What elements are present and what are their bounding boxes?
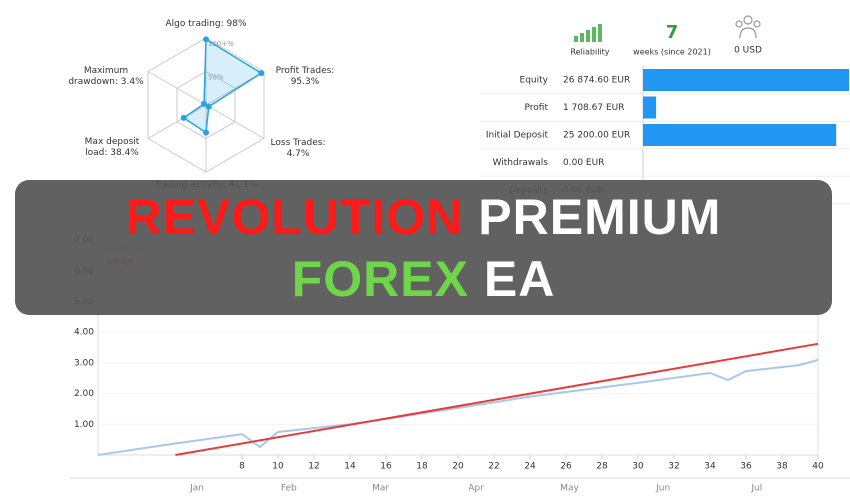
bar-label: Profit <box>525 103 549 113</box>
banner-word: EA <box>483 251 556 307</box>
radar-tick-label: 50% <box>208 74 224 82</box>
month-label: Mar <box>372 484 389 494</box>
radar-area <box>182 38 263 134</box>
radar-point <box>205 103 212 110</box>
bar-label: Withdrawals <box>493 158 549 168</box>
y-tick-label: 1.00 <box>74 420 94 430</box>
x-tick-label: 28 <box>596 462 608 472</box>
bar <box>643 124 837 146</box>
bar <box>643 96 657 119</box>
x-tick-label: 22 <box>488 462 499 472</box>
bar-label: Equity <box>520 76 549 86</box>
bar-label: Initial Deposit <box>486 131 549 141</box>
y-tick-label: 2.00 <box>74 389 94 399</box>
x-tick-label: 12 <box>308 462 319 472</box>
x-tick-label: 32 <box>668 462 679 472</box>
banner-word: FOREX <box>291 251 469 307</box>
x-tick-label: 40 <box>812 462 824 472</box>
radar-label: Algo trading: 98% <box>165 19 247 29</box>
banner-word: PREMIUM <box>478 189 722 245</box>
line-series <box>97 358 819 456</box>
x-tick-label: 30 <box>632 462 644 472</box>
bar-value-label: 0.00 EUR <box>563 158 604 168</box>
radar-spoke <box>205 104 265 139</box>
radar-spoke <box>147 71 207 106</box>
x-tick-label: 10 <box>272 462 284 472</box>
y-tick-label: 3.00 <box>74 358 94 368</box>
x-tick-label: 16 <box>380 462 392 472</box>
radar-label: Profit Trades: 95.3% <box>275 66 335 87</box>
x-tick-label: 36 <box>740 462 752 472</box>
x-tick-label: 26 <box>560 462 572 472</box>
bar-value-label: 26 874.60 EUR <box>563 76 630 86</box>
users-icon <box>735 15 761 39</box>
x-tick-label: 20 <box>452 462 464 472</box>
bar-value-label: 25 200.00 EUR <box>563 131 630 141</box>
weeks-value: 7 <box>666 22 679 43</box>
x-tick-label: 34 <box>704 462 716 472</box>
banner-word: REVOLUTION <box>125 189 464 245</box>
title-banner: REVOLUTION PREMIUM FOREX EA <box>15 180 832 315</box>
bar <box>643 69 850 91</box>
reliability-icon <box>574 24 602 42</box>
balance: 0 USD <box>734 46 762 56</box>
x-tick-label: 18 <box>416 462 428 472</box>
x-tick-label: 14 <box>344 462 356 472</box>
radar-point <box>203 36 209 43</box>
bar-value-label: 1 708.67 EUR <box>563 103 624 113</box>
month-label: Jun <box>655 484 670 494</box>
y-tick-label: 4.00 <box>74 328 94 338</box>
radar-point <box>180 114 187 121</box>
banner-line: FOREX EA <box>15 248 832 310</box>
x-tick-label: 24 <box>524 462 536 472</box>
x-tick-label: 8 <box>239 462 245 472</box>
radar-label: Max deposit load: 38.4% <box>84 137 140 158</box>
radar-label: Maximum drawdown: 3.4% <box>68 66 144 87</box>
month-label: Feb <box>281 484 297 494</box>
radar-point <box>258 70 265 77</box>
radar-label: Loss Trades: 4.7% <box>270 138 326 159</box>
weeks-label: weeks (since 2021) <box>633 48 711 57</box>
reliability-label: Reliability <box>570 48 609 57</box>
month-label: May <box>560 484 579 494</box>
radar-spoke <box>147 104 207 139</box>
month-label: Apr <box>468 484 484 494</box>
month-label: Jan <box>189 484 204 494</box>
radar-point <box>201 100 208 107</box>
radar-point <box>203 129 209 136</box>
x-tick-label: 38 <box>776 462 788 472</box>
line-series <box>175 342 819 456</box>
month-label: Jul <box>750 484 762 494</box>
banner-line: REVOLUTION PREMIUM <box>15 186 832 248</box>
radar-tick-label: 100+% <box>208 40 234 48</box>
